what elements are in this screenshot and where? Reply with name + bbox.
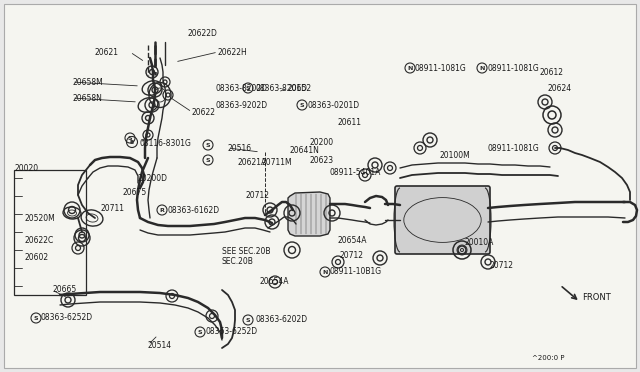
Text: 20658M: 20658M — [72, 77, 103, 87]
Text: 20641N: 20641N — [290, 145, 320, 154]
Text: 20514: 20514 — [148, 340, 172, 350]
Text: FRONT: FRONT — [582, 294, 611, 302]
Text: SEC.20B: SEC.20B — [222, 257, 254, 266]
Text: S: S — [205, 142, 211, 148]
Text: 20010A: 20010A — [465, 237, 494, 247]
Text: 20711: 20711 — [100, 203, 124, 212]
Text: 08911-1081G: 08911-1081G — [488, 64, 540, 73]
Text: S: S — [198, 330, 202, 334]
Text: 20712: 20712 — [340, 250, 364, 260]
Text: ^200:0 P: ^200:0 P — [532, 355, 564, 361]
Text: 20611: 20611 — [338, 118, 362, 126]
Text: N: N — [407, 65, 413, 71]
Text: 20623: 20623 — [310, 155, 334, 164]
Text: 20621A: 20621A — [238, 157, 268, 167]
Text: S: S — [300, 103, 304, 108]
Polygon shape — [288, 192, 330, 236]
Text: 20622D: 20622D — [188, 29, 218, 38]
Text: SEE SEC.20B: SEE SEC.20B — [222, 247, 271, 257]
Text: 20652: 20652 — [288, 83, 312, 93]
Text: 20622: 20622 — [192, 108, 216, 116]
Text: 20658N: 20658N — [72, 93, 102, 103]
Text: N: N — [479, 65, 484, 71]
Text: 20516: 20516 — [228, 144, 252, 153]
Text: 20654A: 20654A — [260, 278, 289, 286]
Text: 08363-8201D: 08363-8201D — [255, 83, 307, 93]
Text: S: S — [246, 317, 250, 323]
Text: S: S — [128, 135, 132, 141]
Text: 20665: 20665 — [52, 285, 76, 295]
Text: 20711M: 20711M — [262, 157, 292, 167]
Text: S: S — [34, 315, 38, 321]
Text: 08363-6252D: 08363-6252D — [40, 314, 92, 323]
Text: 08363-0201D: 08363-0201D — [308, 100, 360, 109]
Text: 08911-1081G: 08911-1081G — [415, 64, 467, 73]
Text: B: B — [130, 140, 134, 144]
Text: 20200: 20200 — [310, 138, 334, 147]
Text: 20621: 20621 — [94, 48, 118, 57]
Text: 08911-1081G: 08911-1081G — [488, 144, 540, 153]
Text: 20602: 20602 — [24, 253, 48, 263]
FancyBboxPatch shape — [395, 186, 490, 254]
Text: 08911-5401A: 08911-5401A — [330, 167, 381, 176]
Text: 08363-6162D: 08363-6162D — [168, 205, 220, 215]
Text: 20622C: 20622C — [24, 235, 53, 244]
Text: 08363-8202D: 08363-8202D — [215, 83, 267, 93]
Text: S: S — [246, 86, 250, 90]
Text: 20712: 20712 — [490, 260, 514, 269]
Text: 08363-9202D: 08363-9202D — [215, 100, 267, 109]
Text: S: S — [205, 157, 211, 163]
Text: 08116-8301G: 08116-8301G — [140, 138, 192, 148]
Text: 08363-6202D: 08363-6202D — [255, 315, 307, 324]
Text: N: N — [323, 269, 328, 275]
Text: 20654A: 20654A — [338, 235, 367, 244]
Bar — [14, 170, 86, 295]
Text: 08911-10B1G: 08911-10B1G — [330, 267, 382, 276]
Text: 20612: 20612 — [540, 67, 564, 77]
Text: 08363-6252D: 08363-6252D — [205, 327, 257, 337]
Text: 20624: 20624 — [548, 83, 572, 93]
Text: 20712: 20712 — [245, 190, 269, 199]
Text: 20200D: 20200D — [138, 173, 168, 183]
Text: 20020: 20020 — [14, 164, 38, 173]
Text: 20520M: 20520M — [24, 214, 55, 222]
Text: R: R — [159, 208, 164, 212]
Text: 20675: 20675 — [122, 187, 147, 196]
Text: 20100M: 20100M — [440, 151, 471, 160]
Text: 20622H: 20622H — [218, 48, 248, 57]
